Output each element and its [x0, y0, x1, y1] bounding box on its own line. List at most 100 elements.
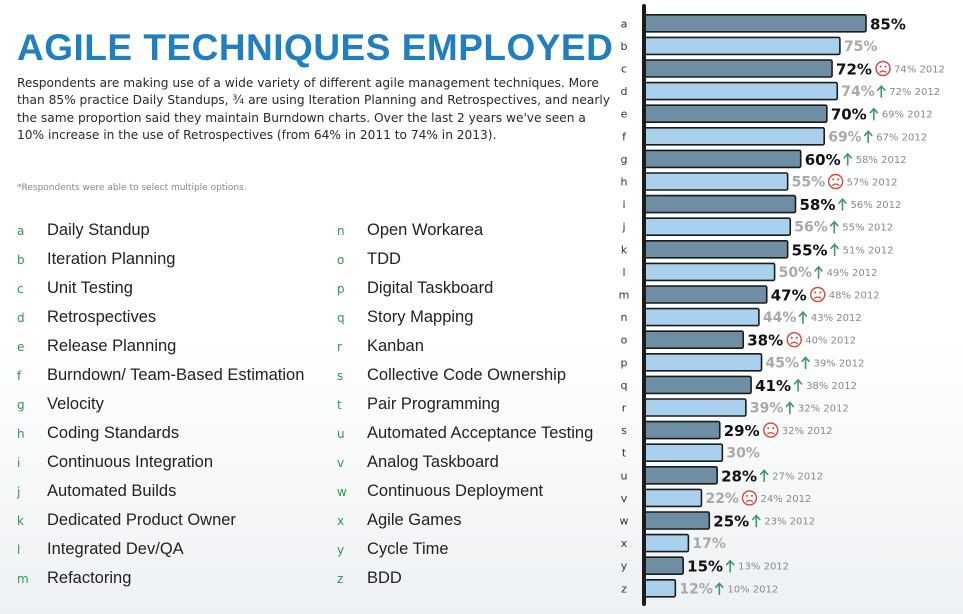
bar [643, 420, 721, 440]
legend-item-u: u Automated Acceptance Testing [337, 419, 593, 448]
legend-letter: i [17, 455, 21, 470]
legend-item-g: g Velocity [17, 390, 304, 419]
prior-year-label: 40% 2012 [805, 336, 856, 347]
legend-letter: c [17, 281, 24, 296]
legend-label: Pair Programming [367, 395, 500, 413]
bar [643, 465, 718, 485]
legend-label: Refactoring [47, 569, 132, 587]
value-label: 56% [794, 220, 828, 236]
bar [643, 488, 703, 508]
category-label: s [621, 424, 627, 437]
category-label: r [622, 402, 627, 415]
frown-eye [795, 336, 798, 339]
legend-item-y: y Cycle Time [337, 535, 593, 564]
prior-year-label: 69% 2012 [882, 110, 933, 121]
value-label: 38% [747, 332, 783, 350]
bar [643, 59, 833, 78]
prior-year-label: 49% 2012 [827, 268, 878, 279]
prior-year-label: 55% 2012 [842, 223, 893, 234]
category-label: w [620, 515, 629, 528]
legend-label: Kanban [367, 337, 424, 355]
value-label: 85% [870, 15, 906, 33]
value-label: 44% [763, 310, 797, 326]
legend-item-s: s Collective Code Ownership [337, 361, 593, 390]
frown-eye [879, 65, 882, 68]
prior-year-label: 58% 2012 [856, 155, 907, 166]
arrow-up-icon [785, 401, 795, 415]
legend-label: Integrated Dev/QA [47, 540, 184, 558]
legend-label: Analog Taskboard [367, 453, 499, 471]
prior-year-label: 32% 2012 [798, 404, 849, 415]
footnote: *Respondents were able to select multipl… [17, 183, 247, 193]
category-label: k [621, 243, 628, 256]
legend-item-j: j Automated Builds [17, 477, 304, 506]
value-label: 50% [779, 265, 813, 281]
legend-item-i: i Continuous Integration [17, 448, 304, 477]
legend-item-k: k Dedicated Product Owner [17, 506, 304, 535]
legend-item-m: m Refactoring [17, 564, 304, 593]
prior-year-label: 27% 2012 [772, 471, 823, 482]
value-label: 12% [679, 581, 713, 597]
arrow-up-icon [751, 514, 761, 528]
legend-label: Continuous Integration [47, 453, 214, 471]
arrow-up-icon [715, 582, 724, 596]
legend-item-f: f Burndown/ Team-Based Estimation [17, 361, 304, 390]
legend-item-h: h Coding Standards [17, 419, 304, 448]
category-label: l [622, 266, 625, 279]
arrow-up-icon [793, 378, 803, 392]
value-label: 75% [844, 39, 878, 55]
legend-letter: k [17, 513, 24, 528]
legend-item-q: q Story Mapping [337, 303, 593, 332]
legend-letter: n [337, 223, 345, 238]
legend-item-r: r Kanban [337, 332, 593, 361]
bar [643, 194, 797, 214]
category-label: g [621, 153, 628, 166]
legend-label: Agile Games [367, 511, 462, 529]
category-label: b [621, 40, 628, 53]
legend-label: Story Mapping [367, 308, 474, 326]
frown-face-icon [763, 422, 779, 438]
arrow-up-icon [725, 559, 735, 573]
frown-face-icon [741, 490, 758, 506]
category-label: c [621, 63, 627, 76]
bar [643, 149, 802, 169]
value-label: 39% [750, 401, 784, 417]
legend-item-v: v Analog Taskboard [337, 448, 593, 477]
legend-item-c: c Unit Testing [17, 274, 304, 303]
category-label: z [621, 582, 627, 595]
bar [643, 533, 690, 553]
prior-year-label: 24% 2012 [760, 494, 811, 505]
bar [643, 375, 752, 395]
legend-label: Continuous Deployment [367, 482, 544, 500]
bar [643, 36, 841, 56]
category-label: y [621, 560, 628, 573]
prior-year-label: 67% 2012 [876, 132, 927, 143]
legend-letter: o [337, 252, 345, 267]
legend-label: Dedicated Product Owner [47, 511, 236, 529]
frown-face-icon [786, 332, 802, 348]
prior-year-label: 57% 2012 [847, 178, 898, 189]
legend-label: Open Workarea [367, 221, 484, 239]
bar [643, 285, 768, 304]
value-label: 41% [755, 377, 791, 395]
frown-eye [767, 427, 770, 430]
frown-eye [819, 291, 822, 294]
prior-year-label: 43% 2012 [811, 313, 862, 324]
frown-mouth [766, 432, 775, 435]
legend-letter: e [17, 339, 25, 354]
bar [643, 398, 747, 417]
frown-eye [745, 494, 748, 497]
bar [643, 240, 789, 259]
legend-letter: u [337, 426, 345, 441]
prior-year-label: 48% 2012 [829, 291, 880, 302]
bar [643, 172, 789, 191]
legend-left-column: a Daily Standup b Iteration Planning c Unit T… [17, 216, 304, 593]
prior-year-label: 74% 2012 [894, 65, 945, 76]
value-label: 55% [792, 241, 828, 259]
legend-letter: x [337, 513, 345, 528]
value-label: 15% [687, 558, 723, 576]
legend-label: Digital Taskboard [367, 279, 494, 297]
legend-right-column: n Open Workarea o TDD p Digital Taskboard q Sto… [337, 216, 593, 593]
legend-letter: l [17, 542, 21, 557]
category-label: q [621, 379, 628, 392]
